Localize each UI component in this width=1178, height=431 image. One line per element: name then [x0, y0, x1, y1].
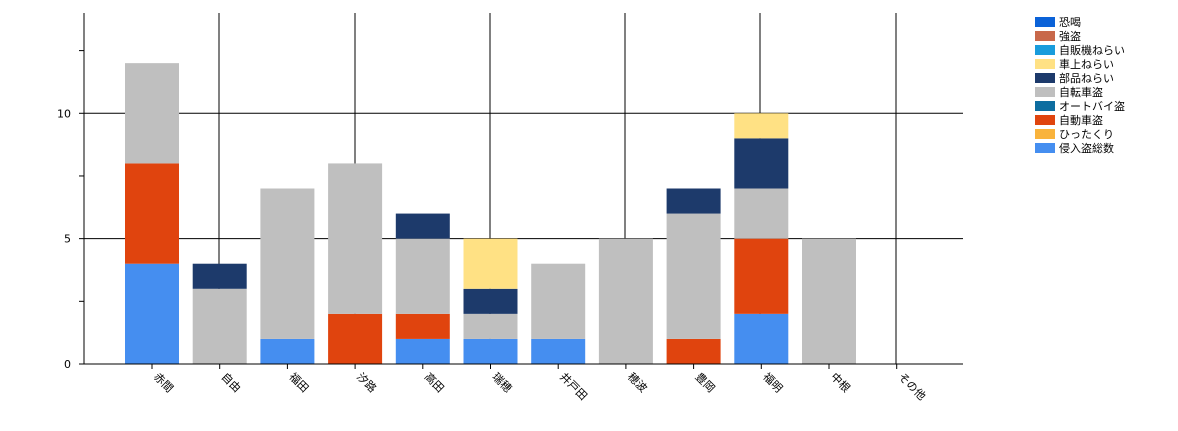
- x-tick-label: 福明: [760, 370, 785, 395]
- legend-swatch: [1035, 45, 1055, 55]
- legend-label: 侵入盗総数: [1059, 142, 1114, 155]
- bar-segment: [192, 288, 247, 364]
- x-tick-label: 汐路: [354, 370, 379, 395]
- legend-label: 強盗: [1059, 30, 1081, 43]
- bar-segment: [328, 163, 383, 314]
- bar-segment: [463, 238, 518, 289]
- x-tick-label: 自由: [219, 370, 244, 395]
- legend-swatch: [1035, 143, 1055, 153]
- bar-segment: [395, 313, 450, 339]
- x-tick-label: 高田: [422, 370, 447, 395]
- x-tick-label: 赤間: [151, 370, 176, 395]
- legend-swatch: [1035, 87, 1055, 97]
- bar-segment: [125, 263, 179, 364]
- x-tick-label: 豊岡: [693, 370, 718, 395]
- bar-segment: [734, 313, 789, 364]
- legend-item: 自動車盗: [1035, 113, 1125, 127]
- legend-label: 恐喝: [1059, 16, 1081, 29]
- bar-segment: [734, 238, 789, 314]
- bar-segment: [260, 338, 315, 364]
- bar-segment: [395, 238, 450, 314]
- legend-label: 部品ねらい: [1059, 72, 1114, 85]
- x-tick-label: 中根: [828, 370, 853, 395]
- y-tick-label: 10: [57, 107, 71, 120]
- x-tick-label: その他: [896, 370, 929, 403]
- legend-swatch: [1035, 115, 1055, 125]
- x-tick-label: 井戸田: [557, 370, 590, 403]
- legend-label: 自販機ねらい: [1059, 44, 1125, 57]
- legend-item: ひったくり: [1035, 127, 1125, 141]
- bar-segment: [328, 313, 383, 364]
- bar-segment: [260, 188, 315, 339]
- bar-segment: [125, 63, 179, 164]
- legend-swatch: [1035, 59, 1055, 69]
- x-tick-label: 福田: [286, 370, 311, 395]
- bar-segment: [463, 313, 518, 339]
- legend-label: ひったくり: [1059, 128, 1114, 141]
- legend-label: 自転車盗: [1059, 86, 1103, 99]
- bar-segment: [666, 213, 721, 339]
- legend-swatch: [1035, 129, 1055, 139]
- bar-segment: [531, 338, 586, 364]
- legend-swatch: [1035, 73, 1055, 83]
- legend-item: 自販機ねらい: [1035, 43, 1125, 57]
- legend-item: 部品ねらい: [1035, 71, 1125, 85]
- x-tick-label: 穂波: [625, 370, 650, 395]
- bar-segment: [802, 238, 856, 364]
- legend-label: 車上ねらい: [1059, 58, 1114, 71]
- bar-segment: [734, 113, 789, 139]
- bar-segment: [395, 338, 450, 364]
- bar-segment: [395, 213, 450, 239]
- bar-segment: [192, 263, 247, 289]
- legend-item: 強盗: [1035, 29, 1125, 43]
- bar-segment: [531, 263, 586, 339]
- legend: 恐喝 強盗 自販機ねらい 車上ねらい 部品ねらい 自転車盗 オートバイ盗 自動車盗 ひったくり侵…: [1035, 15, 1125, 155]
- legend-label: 自動車盗: [1059, 114, 1103, 127]
- y-tick-label: 0: [64, 358, 71, 371]
- bar-segment: [463, 338, 518, 364]
- legend-label: オートバイ盗: [1059, 100, 1125, 113]
- legend-item: 車上ねらい: [1035, 57, 1125, 71]
- legend-swatch: [1035, 101, 1055, 111]
- bar-segment: [125, 163, 179, 264]
- legend-swatch: [1035, 31, 1055, 41]
- x-tick-label: 瑞穂: [489, 370, 514, 395]
- y-tick-label: 5: [64, 233, 71, 246]
- legend-item: 侵入盗総数: [1035, 141, 1125, 155]
- bar-segment: [463, 288, 518, 314]
- bar-segment: [734, 138, 789, 189]
- bar-segment: [734, 188, 789, 239]
- legend-item: 恐喝: [1035, 15, 1125, 29]
- legend-item: 自転車盗: [1035, 85, 1125, 99]
- bar-segment: [666, 188, 721, 214]
- legend-swatch: [1035, 17, 1055, 27]
- bar-segment: [598, 238, 653, 364]
- bar-segment: [666, 338, 721, 364]
- legend-item: オートバイ盗: [1035, 99, 1125, 113]
